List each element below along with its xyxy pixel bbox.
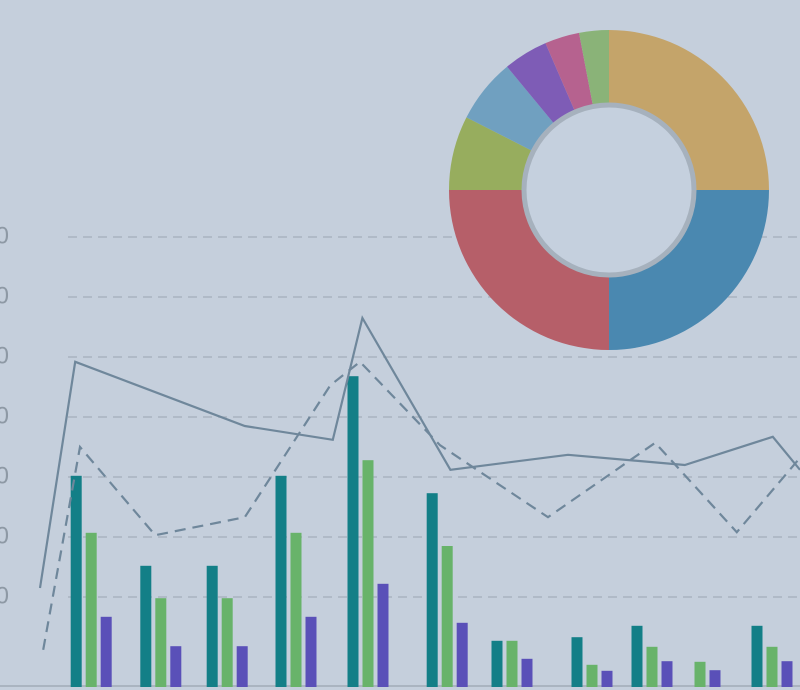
donut-segment	[507, 43, 575, 124]
y-tick-label: 40	[0, 402, 9, 429]
bar	[781, 661, 793, 687]
bar	[426, 493, 438, 687]
bar	[694, 661, 706, 687]
bar	[236, 646, 248, 687]
bar	[521, 658, 533, 687]
plot-area: 10 20 30 40 50 60 70	[0, 222, 800, 687]
bar	[347, 376, 359, 687]
bar	[491, 640, 503, 687]
y-tick-label: 10	[0, 582, 9, 609]
bar	[305, 616, 317, 687]
bar	[441, 546, 453, 687]
bar	[290, 532, 302, 687]
bar	[766, 646, 778, 687]
bar	[709, 670, 721, 687]
donut-chart	[449, 30, 769, 350]
bar	[646, 646, 658, 687]
bar	[601, 670, 613, 687]
donut-hole	[521, 102, 697, 278]
donut-segment	[579, 30, 609, 106]
line-series	[38, 315, 800, 589]
bar	[571, 637, 583, 687]
bar	[170, 646, 182, 687]
donut-segment	[466, 66, 555, 151]
y-tick-label: 70	[0, 222, 9, 249]
donut-segment	[545, 32, 593, 112]
bar	[631, 625, 643, 687]
y-tick-label: 60	[0, 282, 9, 309]
bar	[221, 598, 233, 687]
bar	[362, 460, 374, 687]
bar	[85, 532, 97, 687]
bar	[140, 565, 152, 687]
donut-segment	[449, 117, 533, 190]
bar	[586, 664, 598, 687]
bar	[155, 598, 167, 687]
y-tick-label: 50	[0, 342, 9, 369]
y-tick-label: 20	[0, 522, 9, 549]
bar	[377, 583, 389, 687]
y-tick-label: 30	[0, 462, 9, 489]
bar	[506, 640, 518, 687]
donut-segment	[449, 190, 609, 350]
bar	[456, 622, 468, 687]
bar	[275, 475, 287, 687]
bar	[100, 616, 112, 687]
bar	[661, 661, 673, 687]
donut-segment	[609, 190, 769, 350]
bar	[70, 475, 82, 687]
donut-segment	[609, 30, 769, 190]
bar	[206, 565, 218, 687]
bar	[751, 625, 763, 687]
